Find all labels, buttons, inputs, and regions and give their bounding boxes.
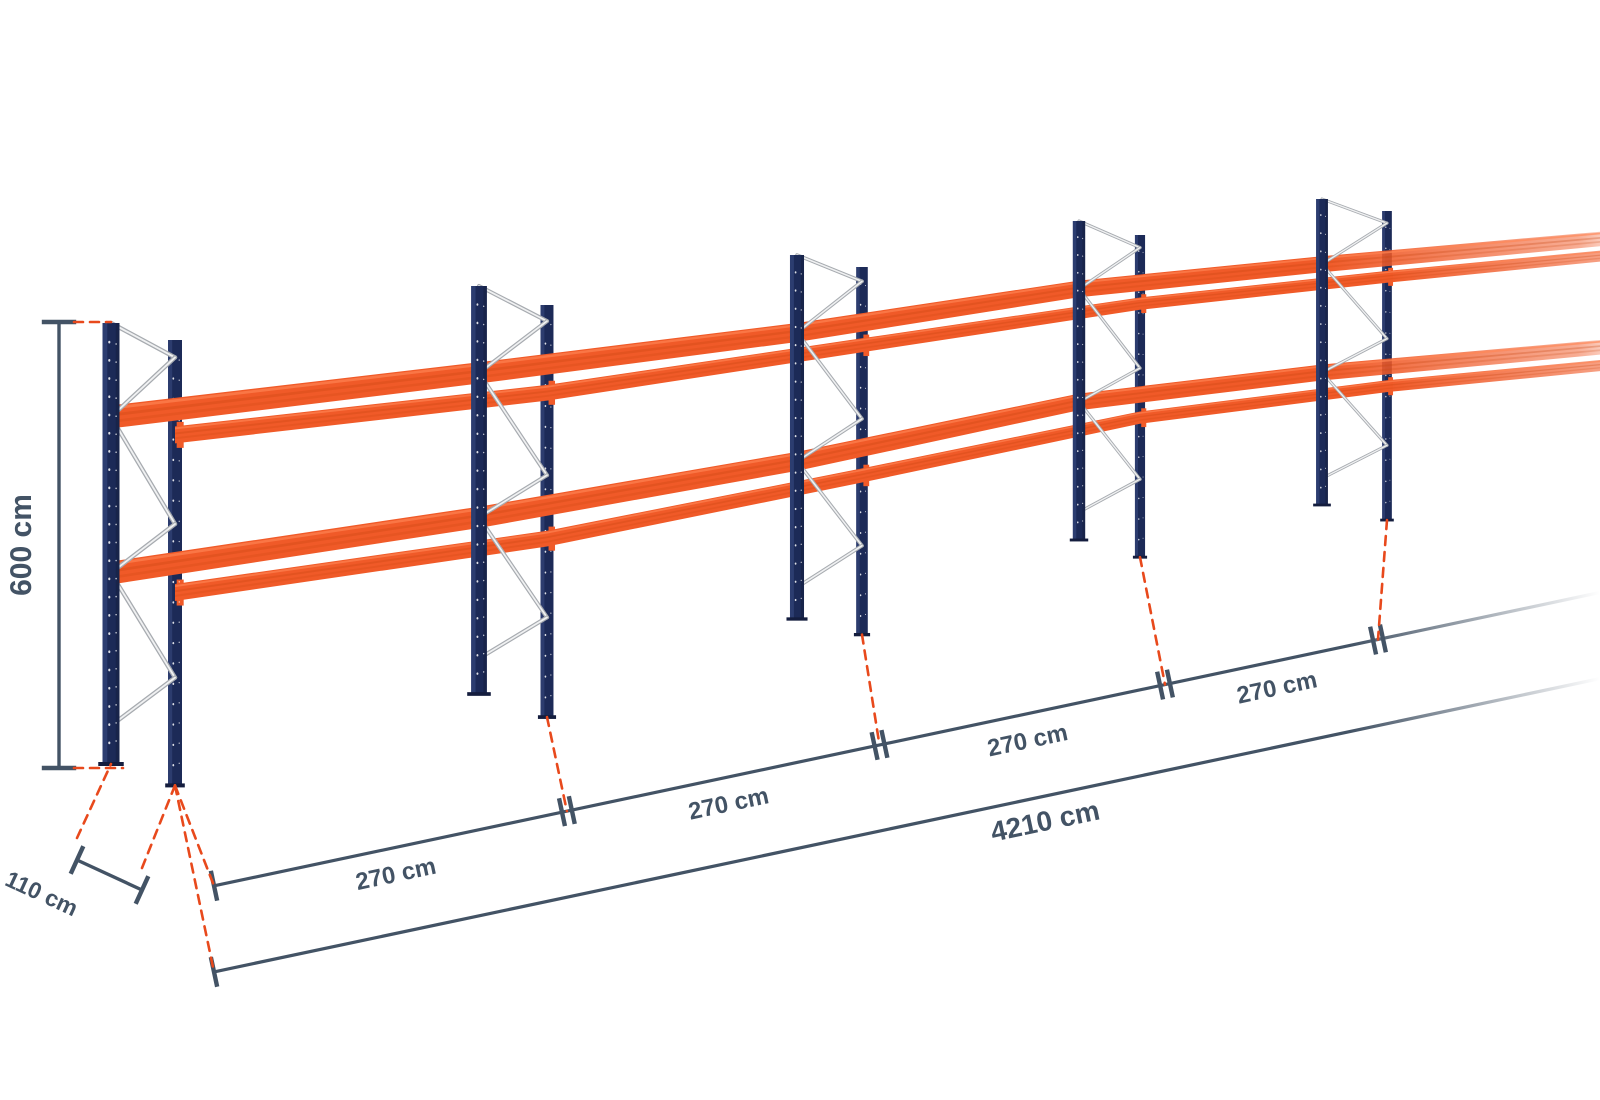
svg-text:600 cm: 600 cm — [5, 494, 38, 596]
